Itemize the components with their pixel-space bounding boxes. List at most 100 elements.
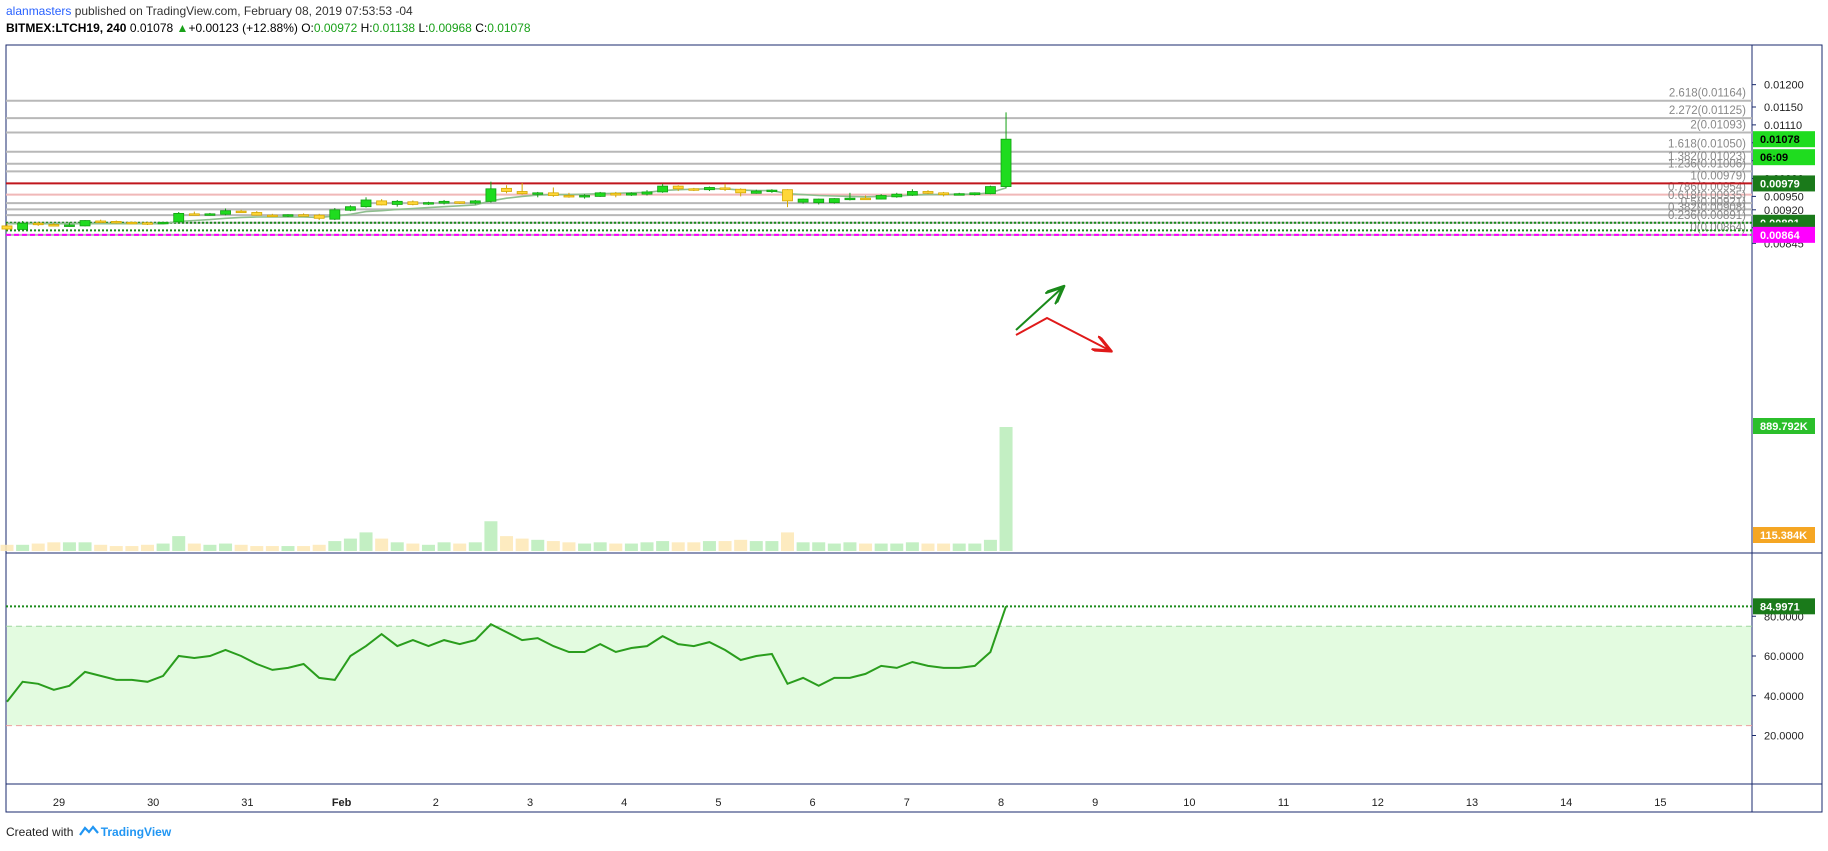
candle-body xyxy=(360,199,372,208)
fib-label-1.382: 1.382(0.01023) xyxy=(1668,151,1746,163)
time-tick-label: 8 xyxy=(998,797,1004,809)
volume-bar xyxy=(500,536,514,551)
candle-body xyxy=(610,192,622,196)
volume-bar xyxy=(421,544,435,551)
volume-bar xyxy=(734,539,748,551)
candle-body xyxy=(376,200,388,206)
candle-body xyxy=(32,222,44,226)
volume-bar xyxy=(827,543,841,551)
time-tick-label: 5 xyxy=(715,797,721,809)
candle-body xyxy=(547,192,559,196)
low-label: L: xyxy=(418,21,429,35)
volume-bar xyxy=(718,541,732,551)
volume-bar xyxy=(609,543,623,551)
price-tag-bg xyxy=(1753,175,1815,192)
time-tick-label: Feb xyxy=(332,797,352,809)
candle-body xyxy=(469,200,481,204)
rsi-tick-label: 60.0000 xyxy=(1764,651,1804,663)
volume-bar xyxy=(94,544,108,551)
publisher-line: alanmasters published on TradingView.com… xyxy=(6,4,413,18)
rsi-tick-label: 40.0000 xyxy=(1764,691,1804,703)
created-with-text: Created with xyxy=(6,825,74,839)
candle-body xyxy=(204,213,216,216)
volume-bar xyxy=(687,542,701,551)
volume-bar xyxy=(16,544,30,551)
open-label: O: xyxy=(301,21,314,35)
candle-body xyxy=(626,192,637,196)
tradingview-logo-icon xyxy=(78,825,99,840)
volume-bar xyxy=(484,521,498,551)
volume-bar xyxy=(375,538,389,551)
price-tick-label: 0.01150 xyxy=(1764,102,1803,114)
price-tick-label: 0.00920 xyxy=(1764,205,1804,217)
candle-body xyxy=(875,195,887,200)
volume-bar xyxy=(406,543,420,551)
price-tag-bg xyxy=(1753,226,1815,243)
volume-bar xyxy=(47,542,61,551)
volume-bar xyxy=(343,538,357,551)
candle-body xyxy=(142,222,153,225)
candle-body xyxy=(251,212,263,216)
symbol-name: BITMEX:LTCH19, 240 xyxy=(6,21,127,35)
volume-bar xyxy=(546,541,560,551)
candle-body xyxy=(1,225,13,230)
volume-bar xyxy=(578,543,592,551)
volume-bar xyxy=(531,539,545,551)
volume-bar xyxy=(562,542,576,551)
candle-body xyxy=(719,187,731,190)
volume-bar xyxy=(859,543,873,551)
price-change: +0.00123 (+12.88%) xyxy=(188,21,298,35)
candle-body xyxy=(516,191,528,195)
fib-label-0.618: 0.618(0.00935) xyxy=(1668,190,1746,202)
footer: Created with TradingView xyxy=(6,825,171,840)
rsi-tick-label: 20.0000 xyxy=(1764,731,1804,743)
symbol-line: BITMEX:LTCH19, 240 0.01078 ▲+0.00123 (+1… xyxy=(6,21,531,35)
time-tick-label: 6 xyxy=(810,797,816,809)
candle-body xyxy=(298,214,309,217)
fib-label-0.786: 0.786(0.00954) xyxy=(1668,182,1746,194)
volume-max-tag: 889.792K xyxy=(1760,421,1808,433)
time-tick-label: 10 xyxy=(1183,797,1195,809)
volume-bar xyxy=(905,542,919,551)
candle-body xyxy=(594,192,606,197)
price-tag: 0.00979 xyxy=(1760,178,1800,190)
candle-body xyxy=(657,185,669,193)
published-text: published on TradingView.com, February 0… xyxy=(71,4,413,18)
close-label: C: xyxy=(475,21,488,35)
tradingview-brand-link[interactable]: TradingView xyxy=(100,825,172,839)
candle-body xyxy=(438,200,450,204)
candle-body xyxy=(985,186,996,195)
volume-bar xyxy=(219,543,233,551)
candle-body xyxy=(188,213,200,216)
volume-bar xyxy=(125,546,139,551)
volume-bar xyxy=(234,544,248,551)
candle-body xyxy=(813,198,825,204)
time-tick-label: 12 xyxy=(1372,797,1384,809)
volume-bar xyxy=(265,546,279,551)
green-up-arrow xyxy=(1015,288,1062,331)
volume-bar xyxy=(702,541,716,551)
candle-body xyxy=(969,192,981,196)
fib-label-0.5: 0.5(0.00921) xyxy=(1681,196,1746,208)
volume-bar xyxy=(983,539,997,551)
candle-body xyxy=(501,187,512,192)
volume-bar xyxy=(187,543,201,551)
time-tick-label: 9 xyxy=(1092,797,1098,809)
up-arrow-icon: ▲ xyxy=(176,21,189,35)
volume-bar xyxy=(515,538,529,551)
candle-body xyxy=(844,197,856,201)
volume-bar xyxy=(781,532,794,551)
candle-body xyxy=(797,198,809,203)
fib-label-2: 2(0.01093) xyxy=(1690,119,1746,131)
candle-body xyxy=(672,185,684,190)
high-label: H: xyxy=(360,21,373,35)
author-link[interactable]: alanmasters xyxy=(6,4,72,18)
volume-max-tag-bg xyxy=(1753,418,1815,434)
candle-body xyxy=(95,220,107,223)
time-tick-label: 15 xyxy=(1654,797,1666,809)
candle-body xyxy=(922,191,934,194)
candle-body xyxy=(953,193,965,196)
volume-bar xyxy=(359,532,373,551)
candle-body xyxy=(532,192,544,195)
